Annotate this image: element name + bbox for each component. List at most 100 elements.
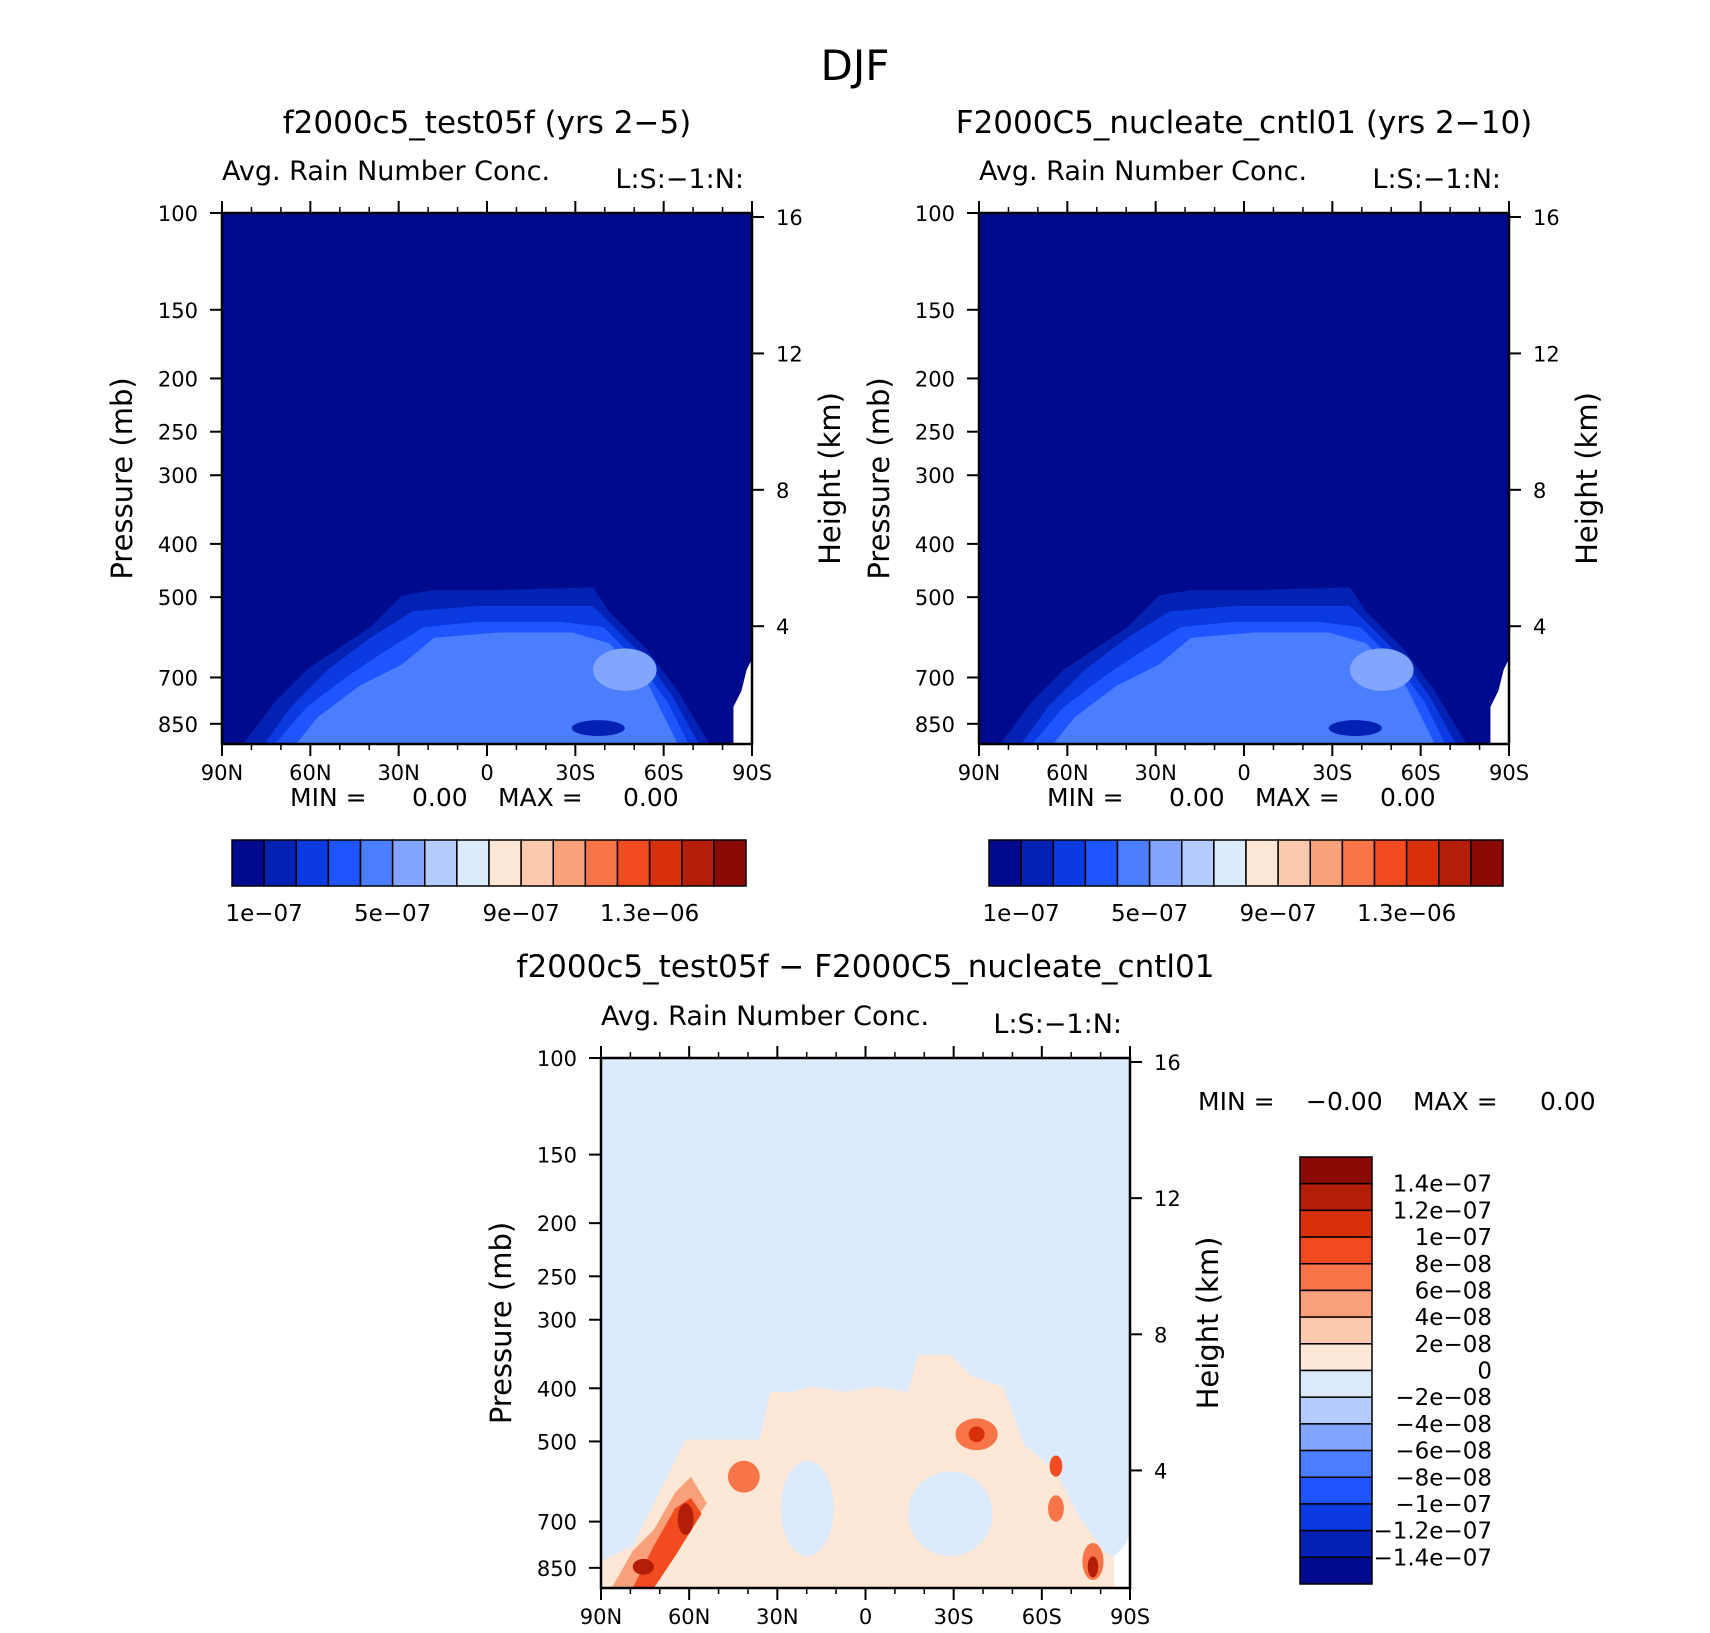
colorbar-label: 8e−08: [1415, 1252, 1492, 1278]
y-tick-label: 100: [158, 202, 198, 226]
colorbar-swatch: [713, 839, 747, 887]
contour-level-4: [1053, 632, 1435, 744]
colorbar-swatch: [1299, 1396, 1373, 1425]
colorbar-label: −2e−08: [1395, 1385, 1492, 1411]
x-tick-label: 60S: [1401, 761, 1441, 785]
colorbar-swatch: [231, 839, 265, 887]
colorbar-swatch: [552, 839, 587, 887]
colorbar-swatch: [1373, 839, 1408, 887]
y-axis-right-label: Height (km): [1570, 392, 1604, 565]
y-tick-label: 250: [158, 421, 198, 445]
panel-title: f2000c5_test05f (yrs 2−5): [283, 105, 692, 141]
contour-positive-pocket: [780, 1460, 834, 1557]
colorbar-swatch: [327, 839, 362, 887]
min-label: MIN =: [1198, 1087, 1275, 1116]
panel-subtitle-right: L:S:−1:N:: [993, 1009, 1122, 1040]
colorbar-label: −6e−08: [1395, 1439, 1492, 1465]
x-tick-label: 90N: [958, 761, 1000, 785]
y-tick-label: 200: [158, 367, 198, 391]
y-tick-label: 500: [158, 586, 198, 610]
missing-data-region: [1114, 1535, 1130, 1588]
min-value: 0.00: [412, 783, 468, 812]
y-tick-label: 100: [537, 1047, 577, 1071]
colorbar-label: −8e−08: [1395, 1465, 1492, 1491]
colorbar-swatch: [1299, 1556, 1373, 1585]
y-tick-label: 250: [537, 1265, 577, 1289]
y-tick-label: 700: [158, 666, 198, 690]
max-label: MAX =: [498, 783, 583, 812]
y-right-tick-label: 4: [776, 615, 789, 639]
colorbar-label: 2e−08: [1415, 1332, 1492, 1358]
x-tick-label: 30N: [377, 761, 419, 785]
x-tick-label: 90N: [201, 761, 243, 785]
x-tick-label: 30N: [1134, 761, 1176, 785]
panel-test05f: f2000c5_test05f (yrs 2−5) Avg. Rain Numbe…: [105, 105, 847, 927]
colorbar-label: 1.2e−07: [1393, 1198, 1492, 1224]
colorbar-swatch: [1052, 839, 1087, 887]
y-right-tick-label: 8: [1154, 1323, 1167, 1347]
contour-low-pocket: [1328, 720, 1382, 737]
y-axis-label: Pressure (mb): [862, 377, 896, 579]
colorbar-swatch: [1245, 839, 1279, 887]
x-tick-label: 30S: [555, 761, 595, 785]
y-right-tick-label: 8: [776, 479, 789, 503]
panel-title: F2000C5_nucleate_cntl01 (yrs 2−10): [956, 105, 1533, 141]
y-tick-label: 100: [915, 202, 955, 226]
colorbar-swatch: [988, 839, 1022, 887]
y-tick-label: 250: [915, 421, 955, 445]
colorbar-swatch: [456, 839, 490, 887]
min-label: MIN =: [290, 783, 367, 812]
max-value: 0.00: [623, 783, 679, 812]
colorbar-swatch: [1299, 1369, 1373, 1398]
colorbar-swatch: [1181, 839, 1215, 887]
colorbar-swatch: [1277, 839, 1311, 887]
colorbar-swatch: [1084, 839, 1119, 887]
colorbar-swatch: [424, 839, 458, 887]
x-tick-label: 30N: [756, 1605, 798, 1629]
x-tick-label: 60N: [1046, 761, 1088, 785]
panel-subtitle-left: Avg. Rain Number Conc.: [601, 1001, 929, 1032]
x-tick-label: 0: [480, 761, 493, 785]
x-tick-label: 90S: [1110, 1605, 1150, 1629]
panel-title: f2000c5_test05f − F2000C5_nucleate_cntl0…: [517, 949, 1215, 985]
y-tick-label: 200: [537, 1212, 577, 1236]
colorbar-swatch: [1148, 839, 1183, 887]
contour-negative-cell: [1048, 1495, 1064, 1522]
colorbar-label: 1.3e−06: [600, 901, 699, 927]
panel-difference: f2000c5_test05f − F2000C5_nucleate_cntl0…: [484, 949, 1596, 1629]
colorbar-swatch: [1405, 839, 1440, 887]
y-tick-label: 300: [915, 464, 955, 488]
colorbar-label: 1e−07: [1415, 1225, 1492, 1251]
contour-low-pocket: [571, 720, 625, 737]
colorbar-swatch: [1299, 1263, 1373, 1292]
x-tick-label: 60N: [668, 1605, 710, 1629]
x-tick-label: 90N: [580, 1605, 622, 1629]
colorbar-swatch: [1299, 1503, 1373, 1532]
panel-nucleate-cntl01: F2000C5_nucleate_cntl01 (yrs 2−10) Avg. R…: [862, 105, 1604, 927]
y-axis-label: Pressure (mb): [105, 377, 139, 579]
colorbar-swatch: [1299, 1182, 1373, 1212]
colorbar-swatch: [263, 839, 297, 887]
x-tick-label: 30S: [934, 1605, 974, 1629]
colorbar-swatch: [1299, 1209, 1373, 1238]
y-tick-label: 500: [537, 1430, 577, 1454]
colorbar-label: 6e−08: [1415, 1278, 1492, 1304]
y-tick-label: 150: [915, 299, 955, 323]
y-right-tick-label: 16: [1154, 1051, 1181, 1075]
colorbar-swatch: [1299, 1529, 1373, 1559]
colorbar-swatch: [1299, 1449, 1373, 1478]
y-tick-label: 200: [915, 367, 955, 391]
colorbar-swatch: [359, 839, 394, 887]
colorbar-swatch: [584, 839, 619, 887]
colorbar-swatch: [488, 839, 522, 887]
max-label: MAX =: [1255, 783, 1340, 812]
colorbar-swatch: [1020, 839, 1054, 887]
colorbar-label: 9e−07: [482, 901, 559, 927]
contour-negative-cell: [1049, 1455, 1063, 1477]
colorbar-swatch: [648, 839, 683, 887]
y-right-tick-label: 12: [1533, 342, 1560, 366]
colorbar-swatch: [520, 839, 554, 887]
colorbar-label: −4e−08: [1395, 1412, 1492, 1438]
colorbar-swatch: [1213, 839, 1247, 887]
